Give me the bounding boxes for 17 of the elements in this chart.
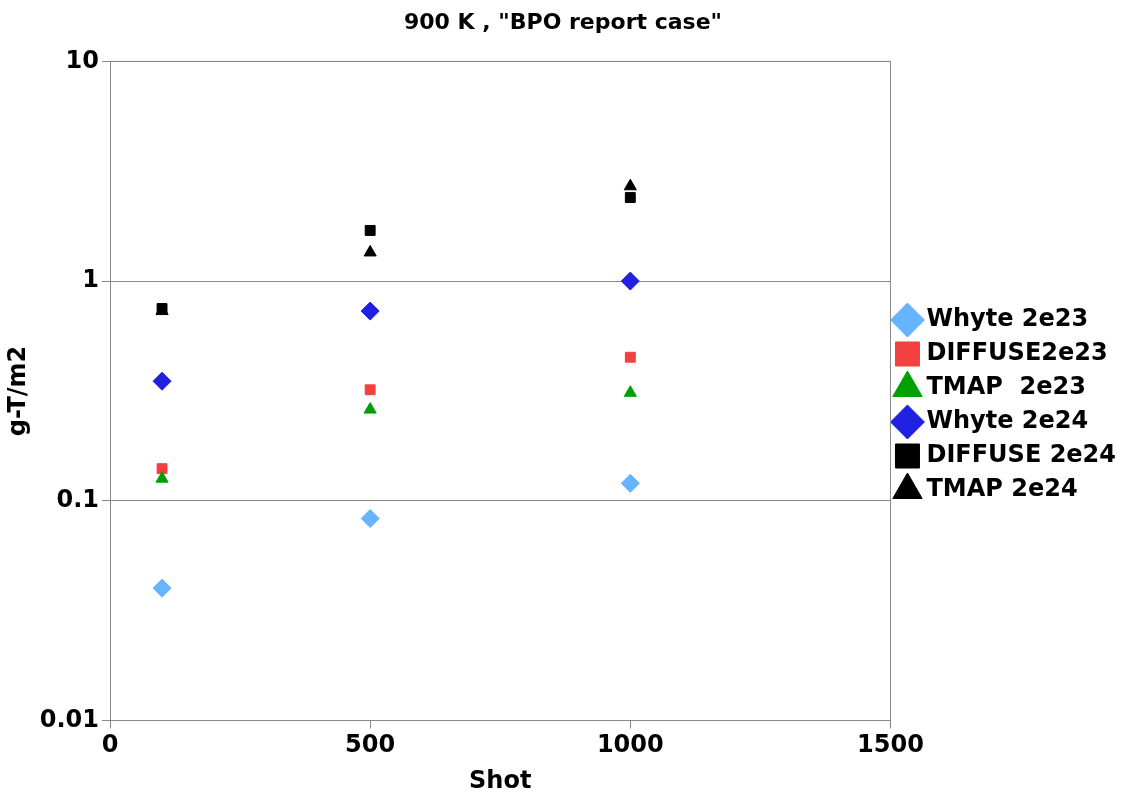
y-tick-label: 0.01 <box>39 704 100 733</box>
x-tick-label: 0 <box>101 730 119 759</box>
x-tick-label: 1000 <box>596 730 664 759</box>
legend-label: DIFFUSE 2e24 <box>926 440 1117 469</box>
y-tick-label: 1 <box>82 265 100 294</box>
chart-title: 900 K , "BPO report case" <box>403 8 723 34</box>
y-axis-title: g-T/m2 <box>2 345 31 437</box>
y-tick-label: 10 <box>65 45 100 74</box>
legend-label: TMAP 2e23 <box>926 372 1086 401</box>
legend-label: TMAP 2e24 <box>926 474 1078 503</box>
legend-label: DIFFUSE2e23 <box>926 338 1108 367</box>
x-axis-title: Shot <box>469 765 532 794</box>
x-tick-label: 1500 <box>857 730 924 759</box>
y-tick-label: 0.1 <box>56 484 100 513</box>
x-tick-label: 500 <box>345 730 396 759</box>
legend-label: Whyte 2e23 <box>926 304 1089 333</box>
legend-label: Whyte 2e24 <box>926 406 1089 435</box>
